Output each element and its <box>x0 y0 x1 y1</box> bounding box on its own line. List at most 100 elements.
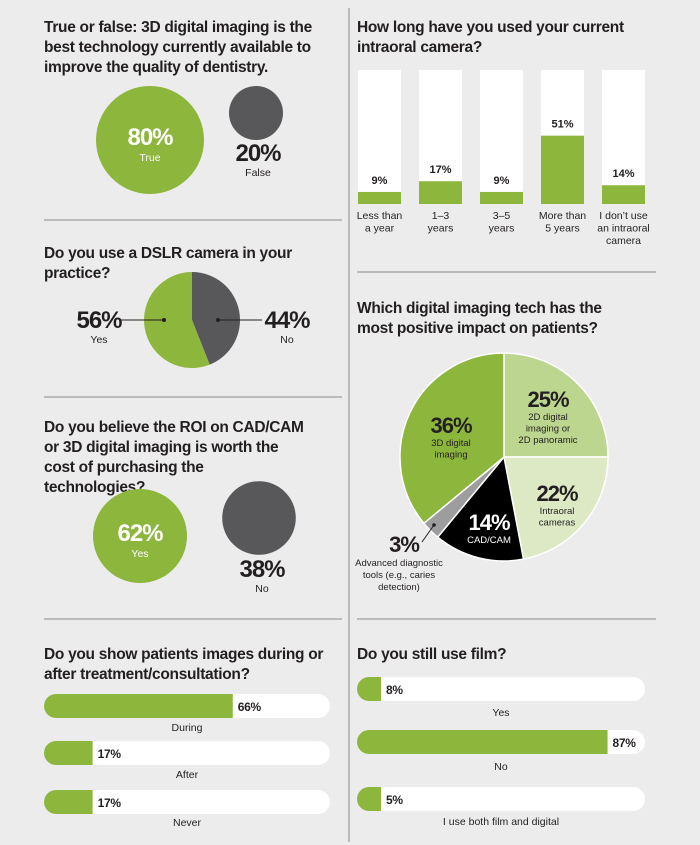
q6-label-0-line-1: imaging or <box>526 424 570 435</box>
q4-value-0: 66% <box>238 700 262 714</box>
q7-category-0: Yes <box>492 707 509 719</box>
q3-circle-yes <box>93 489 187 583</box>
q6-label-0-line-0: 2D digital <box>528 412 568 423</box>
q6-value-0: 25% <box>527 387 568 412</box>
q4-bar-1 <box>44 741 93 765</box>
q5-bar-4 <box>602 185 645 204</box>
q6-label-0-line-2: 2D panoramic <box>518 435 577 446</box>
q2-slice-no <box>192 272 240 365</box>
q6-label-3-line-0: Advanced diagnostic <box>355 558 443 569</box>
q5-category-3-line-1: 5 years <box>545 223 579 235</box>
q4-category-2: Never <box>173 817 202 829</box>
q1-value-false: 20% <box>235 140 281 167</box>
q5-column-bg-2 <box>480 70 523 204</box>
q5-category-0-line-0: Less than <box>357 210 403 222</box>
q4-title: Do you show patients images during or af… <box>44 646 324 683</box>
q4-track-2 <box>44 790 330 814</box>
q5-bar-3 <box>541 135 584 204</box>
q7-track-2 <box>357 787 645 811</box>
q7-bar-0 <box>357 677 381 701</box>
q3-label-no: No <box>255 583 269 595</box>
q2-dot-no <box>216 318 220 322</box>
q6-label-1-line-0: Intraoral <box>540 506 575 517</box>
q5-value-0: 9% <box>372 175 388 187</box>
q7-title: Do you still use film? <box>357 646 507 663</box>
q6-slice-2 <box>436 455 525 562</box>
q5-category-4-line-2: camera <box>606 235 641 247</box>
q2-label-no: No <box>280 334 294 346</box>
q1-circle-true <box>96 86 204 194</box>
q7-bar-1 <box>357 730 608 754</box>
q5-value-4: 14% <box>612 168 634 180</box>
q5-category-2-line-0: 3–5 <box>493 210 511 222</box>
q3-circle-no <box>222 481 296 555</box>
q5-value-1: 17% <box>429 164 451 176</box>
q3-title: Do you believe the ROI on CAD/CAM or 3D … <box>44 419 304 496</box>
q6-slice-4 <box>399 352 505 525</box>
q6-value-2: 14% <box>468 510 509 535</box>
q5-title: How long have you used your current intr… <box>357 19 624 56</box>
q4-category-1: After <box>176 769 199 781</box>
q6-slice-0 <box>503 352 609 458</box>
q6-label-4-line-0: 3D digital <box>431 438 471 449</box>
q3-label-yes: Yes <box>131 548 148 560</box>
q6-value-4: 36% <box>430 413 471 438</box>
q5-value-2: 9% <box>494 175 510 187</box>
q3-value-no: 38% <box>239 556 285 583</box>
q5-bar-2 <box>480 191 523 204</box>
q7-track-0 <box>357 677 645 701</box>
q5-category-3-line-0: More than <box>539 210 586 222</box>
q4-category-0: During <box>172 722 203 734</box>
q2-slice-yes <box>143 272 210 368</box>
q6-label-1-line-1: cameras <box>539 518 576 529</box>
q5-category-1-line-1: years <box>428 223 454 235</box>
q4-value-2: 17% <box>98 796 122 810</box>
q1-title: True or false: 3D digital imaging is the… <box>44 19 312 76</box>
q5-category-1-line-0: 1–3 <box>432 210 450 222</box>
q7-value-0: 8% <box>386 683 403 697</box>
q6-label-4-line-1: imaging <box>434 450 467 461</box>
q6-label-3-line-2: detection) <box>378 582 420 593</box>
q1-value-true: 80% <box>127 124 173 151</box>
q7-category-2: I use both film and digital <box>443 816 559 828</box>
q6-label-3-line-1: tools (e.g., caries <box>363 570 436 581</box>
q4-value-1: 17% <box>98 747 122 761</box>
q5-category-2-line-1: years <box>489 223 515 235</box>
q3-value-yes: 62% <box>117 520 163 547</box>
q6-value-3: 3% <box>389 532 419 557</box>
q1-label-true: True <box>139 152 160 164</box>
q2-value-no: 44% <box>264 307 310 334</box>
q7-category-1: No <box>494 761 508 773</box>
q5-category-0-line-1: a year <box>365 223 395 235</box>
q2-dot-yes <box>162 318 166 322</box>
q1-label-false: False <box>245 167 271 179</box>
q5-bar-1 <box>419 181 462 204</box>
q6-value-1: 22% <box>536 481 577 506</box>
q6-leader-3 <box>421 524 435 543</box>
q2-value-yes: 56% <box>76 307 122 334</box>
q6-slice-1 <box>503 456 609 561</box>
q5-value-3: 51% <box>551 119 573 131</box>
q1-circle-false <box>229 86 283 140</box>
q5-column-bg-0 <box>358 70 401 204</box>
q5-category-4-line-1: an intraoral <box>597 223 650 235</box>
q4-bar-0 <box>44 694 233 718</box>
q7-value-2: 5% <box>386 793 403 807</box>
q7-value-1: 87% <box>613 736 637 750</box>
q2-label-yes: Yes <box>90 334 107 346</box>
q5-bar-0 <box>358 191 401 204</box>
q6-title: Which digital imaging tech has the most … <box>357 300 602 337</box>
q4-bar-2 <box>44 790 93 814</box>
q5-category-4-line-0: I don’t use <box>599 210 648 222</box>
q6-leader-dot-3 <box>432 523 436 527</box>
q2-title: Do you use a DSLR camera in your practic… <box>44 245 292 282</box>
